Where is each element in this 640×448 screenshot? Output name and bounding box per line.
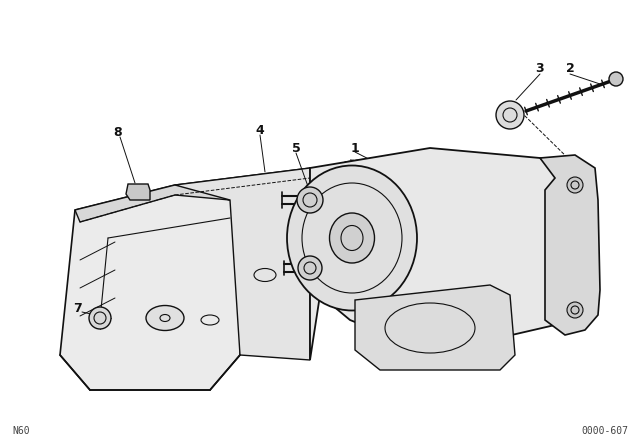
Text: 3: 3 (536, 61, 544, 74)
Polygon shape (310, 148, 570, 360)
Polygon shape (60, 185, 245, 390)
Polygon shape (175, 168, 310, 360)
Text: 0000-607: 0000-607 (581, 426, 628, 436)
Polygon shape (75, 168, 310, 222)
Circle shape (89, 307, 111, 329)
Text: 8: 8 (114, 125, 122, 138)
Polygon shape (355, 285, 515, 370)
Text: 5: 5 (292, 142, 300, 155)
Ellipse shape (287, 165, 417, 310)
Text: 4: 4 (255, 124, 264, 137)
Ellipse shape (330, 213, 374, 263)
Polygon shape (540, 155, 600, 335)
Circle shape (297, 187, 323, 213)
Text: N60: N60 (12, 426, 29, 436)
Text: 7: 7 (74, 302, 83, 314)
Circle shape (496, 101, 524, 129)
Text: 6: 6 (292, 224, 300, 237)
Text: 2: 2 (566, 61, 574, 74)
Polygon shape (126, 184, 150, 200)
Circle shape (609, 72, 623, 86)
Circle shape (567, 302, 583, 318)
Circle shape (298, 256, 322, 280)
Ellipse shape (146, 306, 184, 331)
Circle shape (567, 177, 583, 193)
Text: 1: 1 (351, 142, 360, 155)
